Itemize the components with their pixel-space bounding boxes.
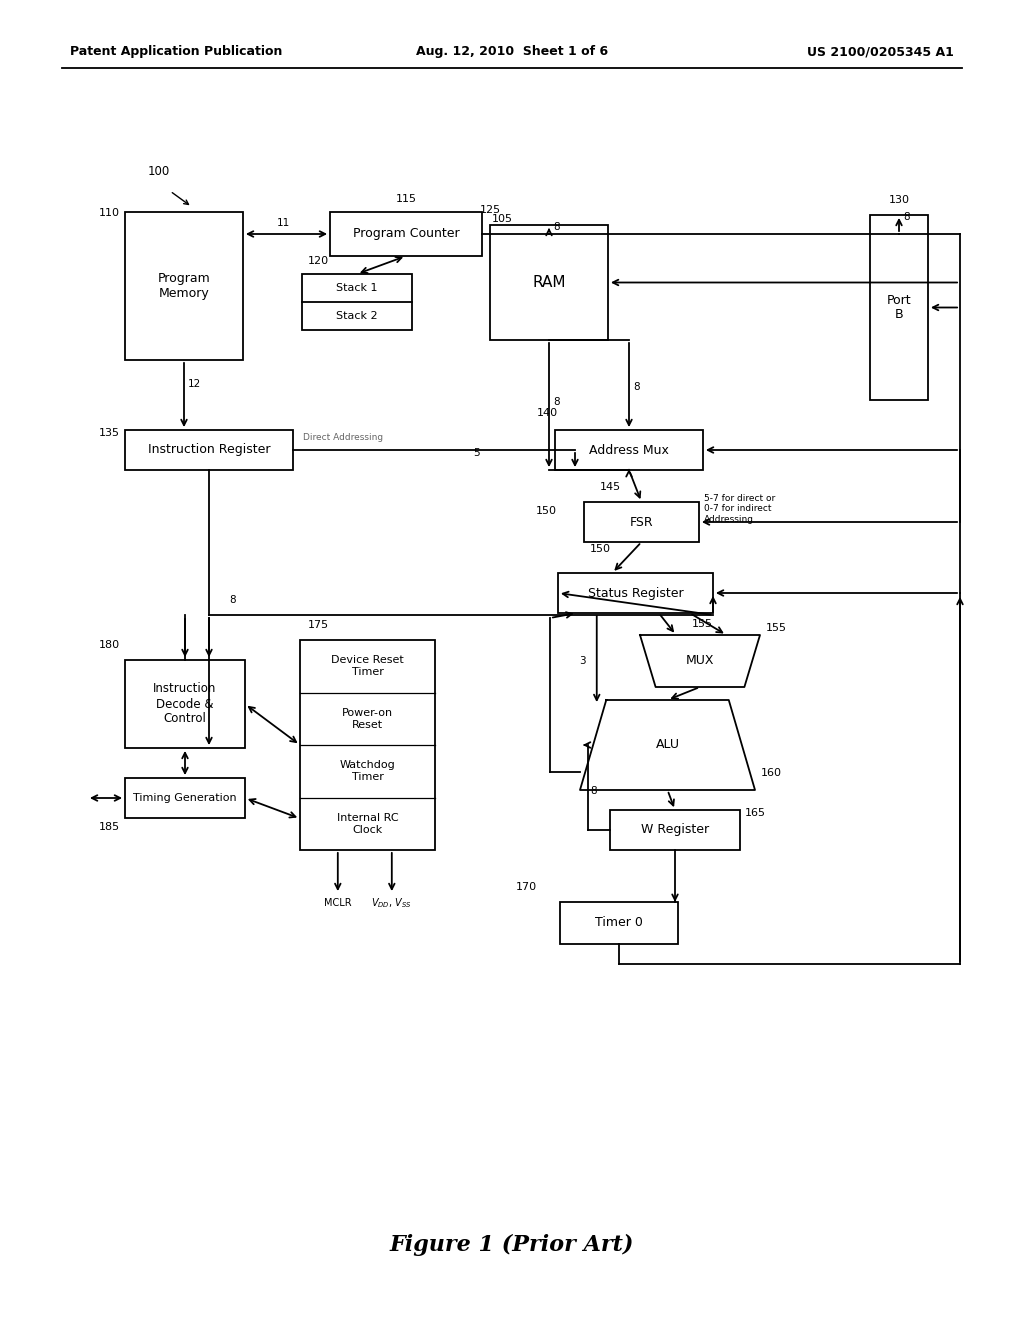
Bar [300, 640, 435, 850]
Text: 155: 155 [692, 619, 713, 630]
Text: 130: 130 [889, 195, 909, 205]
Text: Figure 1 (Prior Art): Figure 1 (Prior Art) [390, 1234, 634, 1257]
Text: 115: 115 [395, 194, 417, 205]
Text: 8: 8 [553, 397, 560, 407]
Text: Stack 2: Stack 2 [336, 312, 378, 321]
Bar [558, 573, 713, 612]
Text: 12: 12 [188, 379, 202, 389]
Bar [610, 810, 740, 850]
Text: 140: 140 [537, 408, 558, 418]
Text: 150: 150 [536, 506, 557, 516]
Text: 170: 170 [516, 882, 538, 892]
Text: Aug. 12, 2010  Sheet 1 of 6: Aug. 12, 2010 Sheet 1 of 6 [416, 45, 608, 58]
Bar [302, 275, 412, 330]
Text: 105: 105 [492, 214, 513, 224]
Text: W Register: W Register [641, 824, 709, 837]
Bar [125, 430, 293, 470]
Text: Patent Application Publication: Patent Application Publication [70, 45, 283, 58]
Text: 125: 125 [480, 205, 501, 215]
Text: $V_{DD}$, $V_{SS}$: $V_{DD}$, $V_{SS}$ [372, 896, 413, 909]
Bar [555, 430, 703, 470]
Text: 180: 180 [99, 640, 120, 649]
Bar [490, 224, 608, 341]
Text: Port
B: Port B [887, 293, 911, 322]
Bar [330, 213, 482, 256]
Text: Stack 1: Stack 1 [336, 282, 378, 293]
Bar [870, 215, 928, 400]
Text: US 2100/0205345 A1: US 2100/0205345 A1 [807, 45, 954, 58]
Text: Timing Generation: Timing Generation [133, 793, 237, 803]
Bar [125, 213, 243, 360]
Text: Instruction Register: Instruction Register [147, 444, 270, 457]
Text: 8: 8 [229, 595, 236, 605]
Bar [584, 502, 699, 543]
Text: Program
Memory: Program Memory [158, 272, 210, 300]
Text: 155: 155 [766, 623, 787, 634]
Text: 165: 165 [745, 808, 766, 818]
Text: 11: 11 [276, 218, 290, 228]
Text: Instruction
Decode &
Control: Instruction Decode & Control [154, 682, 217, 726]
Text: Watchdog
Timer: Watchdog Timer [340, 760, 395, 781]
Text: 185: 185 [99, 822, 120, 832]
Text: 3: 3 [579, 656, 586, 667]
Text: 160: 160 [761, 768, 782, 777]
Text: FSR: FSR [630, 516, 653, 528]
Polygon shape [640, 635, 760, 686]
Bar [125, 660, 245, 748]
Text: 5: 5 [473, 447, 479, 458]
Text: 110: 110 [99, 209, 120, 218]
Text: 150: 150 [590, 544, 610, 554]
Text: Power-on
Reset: Power-on Reset [342, 708, 393, 730]
Text: ALU: ALU [655, 738, 680, 751]
Text: 145: 145 [600, 482, 622, 492]
Text: 175: 175 [308, 620, 329, 630]
Polygon shape [580, 700, 755, 789]
Text: Direct Addressing: Direct Addressing [303, 433, 383, 442]
Text: 135: 135 [99, 428, 120, 438]
Text: 8: 8 [553, 222, 560, 231]
Text: 8: 8 [633, 381, 640, 392]
Text: 5-7 for direct or
0-7 for indirect
Addressing: 5-7 for direct or 0-7 for indirect Addre… [705, 494, 775, 524]
Text: Internal RC
Clock: Internal RC Clock [337, 813, 398, 834]
Text: 120: 120 [308, 256, 329, 267]
Bar [560, 902, 678, 944]
Text: Device Reset
Timer: Device Reset Timer [331, 656, 403, 677]
Text: Address Mux: Address Mux [589, 444, 669, 457]
Text: 100: 100 [148, 165, 170, 178]
Text: 8: 8 [590, 785, 597, 796]
Text: Program Counter: Program Counter [352, 227, 460, 240]
Text: MCLR: MCLR [324, 898, 351, 908]
Text: Timer 0: Timer 0 [595, 916, 643, 929]
Bar [125, 777, 245, 818]
Text: MUX: MUX [686, 655, 715, 668]
Text: 8: 8 [903, 211, 909, 222]
Text: Status Register: Status Register [588, 586, 683, 599]
Text: RAM: RAM [532, 275, 565, 290]
